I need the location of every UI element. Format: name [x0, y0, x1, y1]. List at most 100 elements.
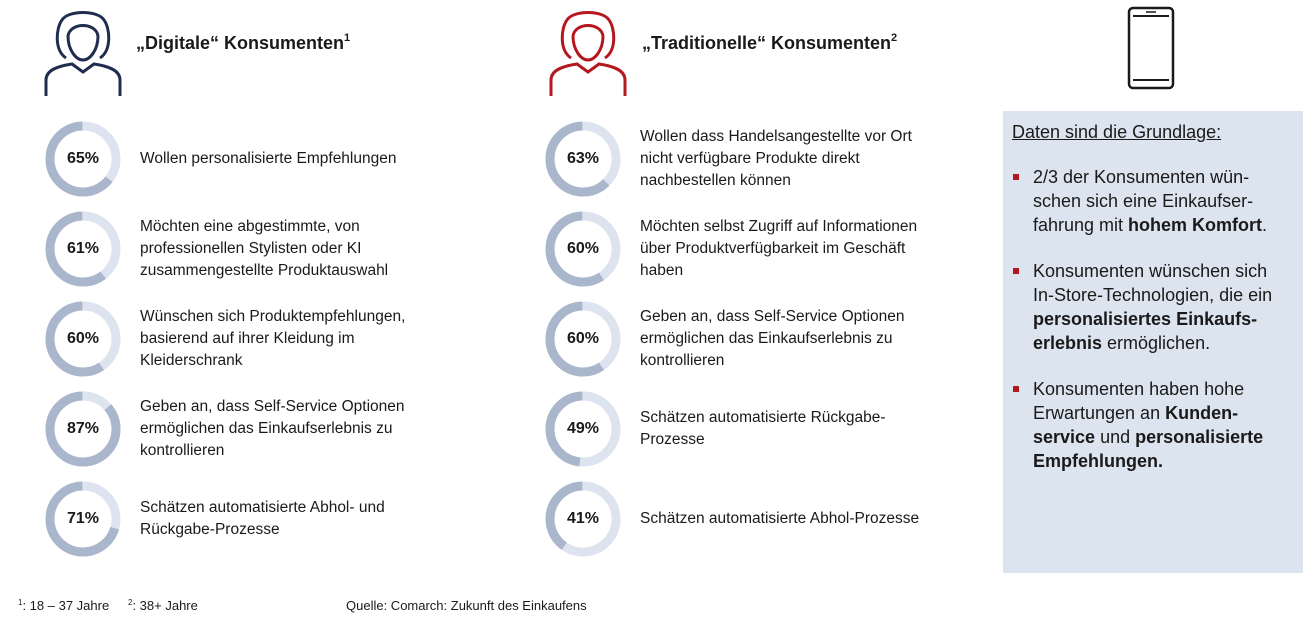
- stat-description-line: Geben an, dass Self-Service Optionen: [640, 308, 905, 325]
- donut-chart: [45, 211, 121, 287]
- smartphone-icon: [1127, 6, 1175, 90]
- stat-row: 61% Möchten eine abgestimmte, von professi…: [0, 210, 500, 290]
- stat-description: Wünschen sich Produktempfehlungen, basier…: [140, 306, 490, 372]
- stat-description-line: Wünschen sich Produktempfehlungen,: [140, 308, 406, 325]
- bullet-square-icon: [1013, 268, 1019, 274]
- insight-text: In-Store-Technologien, die ein: [1033, 285, 1273, 305]
- stat-description-line: kontrollieren: [140, 442, 225, 459]
- stat-description: Möchten selbst Zugriff auf Informationen…: [640, 216, 980, 282]
- stat-description-line: Geben an, dass Self-Service Optionen: [140, 398, 405, 415]
- donut-value-label: 65%: [66, 150, 100, 167]
- insight-item: 2/3 der Konsumenten wün-schen sich eine …: [1011, 165, 1299, 237]
- stat-row: 60% Wünschen sich Produktempfehlungen, bas…: [0, 300, 500, 380]
- donut-value-arc: [45, 121, 121, 197]
- insight-text: ermöglichen.: [1102, 333, 1211, 353]
- donut-value-arc: [545, 391, 621, 467]
- stat-description-line: Schätzen automatisierte Rückgabe-: [640, 409, 886, 426]
- stat-description-line: nachbestellen können: [640, 172, 791, 189]
- stat-description: Geben an, dass Self-Service Optionen ermö…: [140, 396, 490, 462]
- insight-item: Konsumenten wünschen sich In-Store-Techno…: [1011, 259, 1299, 355]
- insight-emphasis: service: [1033, 427, 1096, 447]
- donut-value-arc: [545, 301, 621, 377]
- stat-description-line: Wollen dass Handelsangestellte vor Ort: [640, 128, 912, 145]
- donut-value-arc: [45, 481, 121, 557]
- donut-value-arc: [545, 481, 621, 557]
- donut-chart: [45, 391, 121, 467]
- stat-row: 71% Schätzen automatisierte Abhol- und Rüc…: [0, 480, 500, 560]
- donut-value-label: 49%: [566, 420, 600, 437]
- donut-chart: [545, 481, 621, 557]
- insight-emphasis: hohem Komfort: [1128, 215, 1263, 235]
- stat-description-line: ermöglichen das Einkaufserlebnis zu: [640, 330, 893, 347]
- source-note: Quelle: Comarch: Zukunft des Einkaufens: [346, 598, 587, 613]
- stat-row: 63% Wollen dass Handelsangestellte vor Or…: [520, 120, 990, 200]
- stat-description: Wollen personalisierte Empfehlungen: [140, 148, 490, 170]
- donut-chart: [45, 121, 121, 197]
- donut-chart: [45, 301, 121, 377]
- stat-row: 60% Geben an, dass Self-Service Optionen e…: [520, 300, 990, 380]
- donut-chart: [545, 391, 621, 467]
- donut-value-label: 60%: [66, 330, 100, 347]
- footnote-2: 2: 38+ Jahre: [128, 598, 198, 613]
- stat-description: Wollen dass Handelsangestellte vor Ort ni…: [640, 126, 980, 192]
- stat-description: Schätzen automatisierte Abhol-Prozesse: [640, 508, 980, 530]
- donut-value-arc: [545, 121, 621, 197]
- stat-description-line: basierend auf ihrer Kleidung im: [140, 330, 355, 347]
- insight-text: Konsumenten haben hohe: [1033, 379, 1245, 399]
- stat-description: Geben an, dass Self-Service Optionen ermö…: [640, 306, 980, 372]
- stat-row: 60% Möchten selbst Zugriff auf Informatio…: [520, 210, 990, 290]
- donut-value-arc: [45, 301, 121, 377]
- donut-value-arc: [45, 391, 121, 467]
- stat-description: Möchten eine abgestimmte, von professione…: [140, 216, 490, 282]
- insights-list: 2/3 der Konsumenten wün-schen sich eine …: [1011, 165, 1299, 495]
- stat-row: 41% Schätzen automatisierte Abhol-Prozess…: [520, 480, 990, 560]
- stat-description-line: ermöglichen das Einkaufserlebnis zu: [140, 420, 393, 437]
- donut-value-label: 71%: [66, 510, 100, 527]
- insight-text: schen sich eine Einkaufser-: [1033, 191, 1254, 211]
- donut-value-label: 87%: [66, 420, 100, 437]
- stat-description-line: Möchten eine abgestimmte, von: [140, 218, 360, 235]
- stat-description-line: über Produktverfügbarkeit im Geschäft: [640, 240, 906, 257]
- traditional-consumers-title: „Traditionelle“ Konsumenten2: [642, 32, 898, 53]
- panel-title: Daten sind die Grundlage:: [1012, 122, 1222, 142]
- donut-value-arc: [45, 211, 121, 287]
- stat-description-line: Schätzen automatisierte Abhol-Prozesse: [640, 510, 920, 527]
- stat-description-line: zusammengestellte Produktauswahl: [140, 262, 389, 279]
- stat-description-line: Möchten selbst Zugriff auf Informationen: [640, 218, 918, 235]
- donut-value-arc: [545, 211, 621, 287]
- insight-text: Erwartungen an: [1033, 403, 1166, 423]
- digital-consumers-title: „Digitale“ Konsumenten1: [136, 32, 351, 53]
- stat-description: Schätzen automatisierte Abhol- und Rückga…: [140, 497, 490, 541]
- donut-chart: [545, 211, 621, 287]
- person-outline-icon: [44, 11, 122, 96]
- stat-description-line: Rückgabe-Prozesse: [140, 521, 280, 538]
- stat-description-line: kontrollieren: [640, 352, 725, 369]
- stat-description: Schätzen automatisierte Rückgabe- Prozess…: [640, 407, 980, 451]
- insight-emphasis: personalisierte: [1135, 427, 1264, 447]
- insight-text: Konsumenten wünschen sich: [1033, 261, 1268, 281]
- stat-description-line: haben: [640, 262, 684, 279]
- insight-emphasis: personalisiertes Einkaufs-: [1033, 309, 1258, 329]
- stat-description-line: Prozesse: [640, 431, 705, 448]
- stat-description-line: nicht verfügbare Produkte direkt: [640, 150, 860, 167]
- donut-value-label: 63%: [566, 150, 600, 167]
- stat-row: 65% Wollen personalisierte Empfehlungen: [0, 120, 500, 200]
- insight-item: Konsumenten haben hohe Erwartungen an Kun…: [1011, 377, 1299, 473]
- insight-text: .: [1262, 215, 1268, 235]
- donut-value-label: 60%: [566, 330, 600, 347]
- insight-emphasis: Kunden-: [1165, 403, 1239, 423]
- stat-description-line: Wollen personalisierte Empfehlungen: [140, 150, 397, 167]
- donut-chart: [545, 121, 621, 197]
- donut-value-label: 60%: [566, 240, 600, 257]
- donut-chart: [545, 301, 621, 377]
- bullet-square-icon: [1013, 386, 1019, 392]
- insight-emphasis: erlebnis: [1033, 333, 1103, 353]
- stat-description-line: Kleiderschrank: [140, 352, 243, 369]
- insight-text: fahrung mit: [1033, 215, 1129, 235]
- insight-emphasis: Empfehlungen.: [1033, 451, 1163, 471]
- donut-chart: [45, 481, 121, 557]
- stat-description-line: Schätzen automatisierte Abhol- und: [140, 499, 385, 516]
- donut-value-label: 61%: [66, 240, 100, 257]
- stat-row: 87% Geben an, dass Self-Service Optionen e…: [0, 390, 500, 470]
- footnote-1: 1: 18 – 37 Jahre: [18, 598, 110, 613]
